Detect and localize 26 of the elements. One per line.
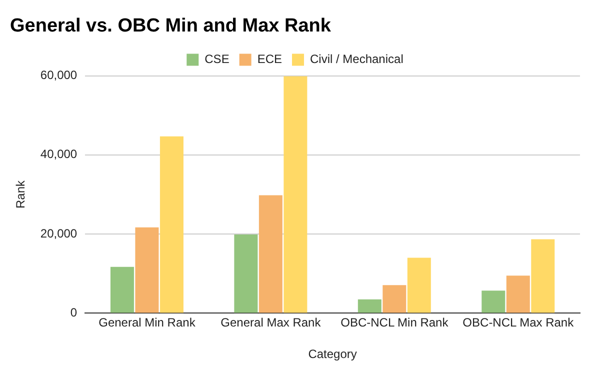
bar [382,285,406,313]
y-tick-label: 20,000 [40,226,78,240]
bar [110,266,134,313]
legend-label: CSE [204,52,230,66]
x-axis-title: Category [308,347,357,362]
bar [135,227,159,313]
bar [258,195,282,313]
bar [531,239,555,313]
x-tick-label: General Min Rank [98,316,196,330]
bar [284,76,308,313]
chart-title: General vs. OBC Min and Max Rank [10,16,332,37]
bar [506,276,530,313]
bar [160,136,184,313]
y-tick-label: 60,000 [40,68,78,82]
bar [482,290,506,313]
x-tick-label: General Max Rank [220,316,322,330]
y-tick-label: 40,000 [40,147,78,162]
bar [407,258,431,313]
y-tick-label: 0 [70,306,78,320]
legend-label: Civil / Mechanical [310,52,404,66]
x-tick-label: OBC-NCL Min Rank [340,316,450,330]
bar [234,234,258,313]
legend-label: ECE [257,52,282,66]
y-axis-title: Rank [14,179,28,209]
x-tick-label: OBC-NCL Max Rank [462,316,575,330]
bar [358,299,382,313]
